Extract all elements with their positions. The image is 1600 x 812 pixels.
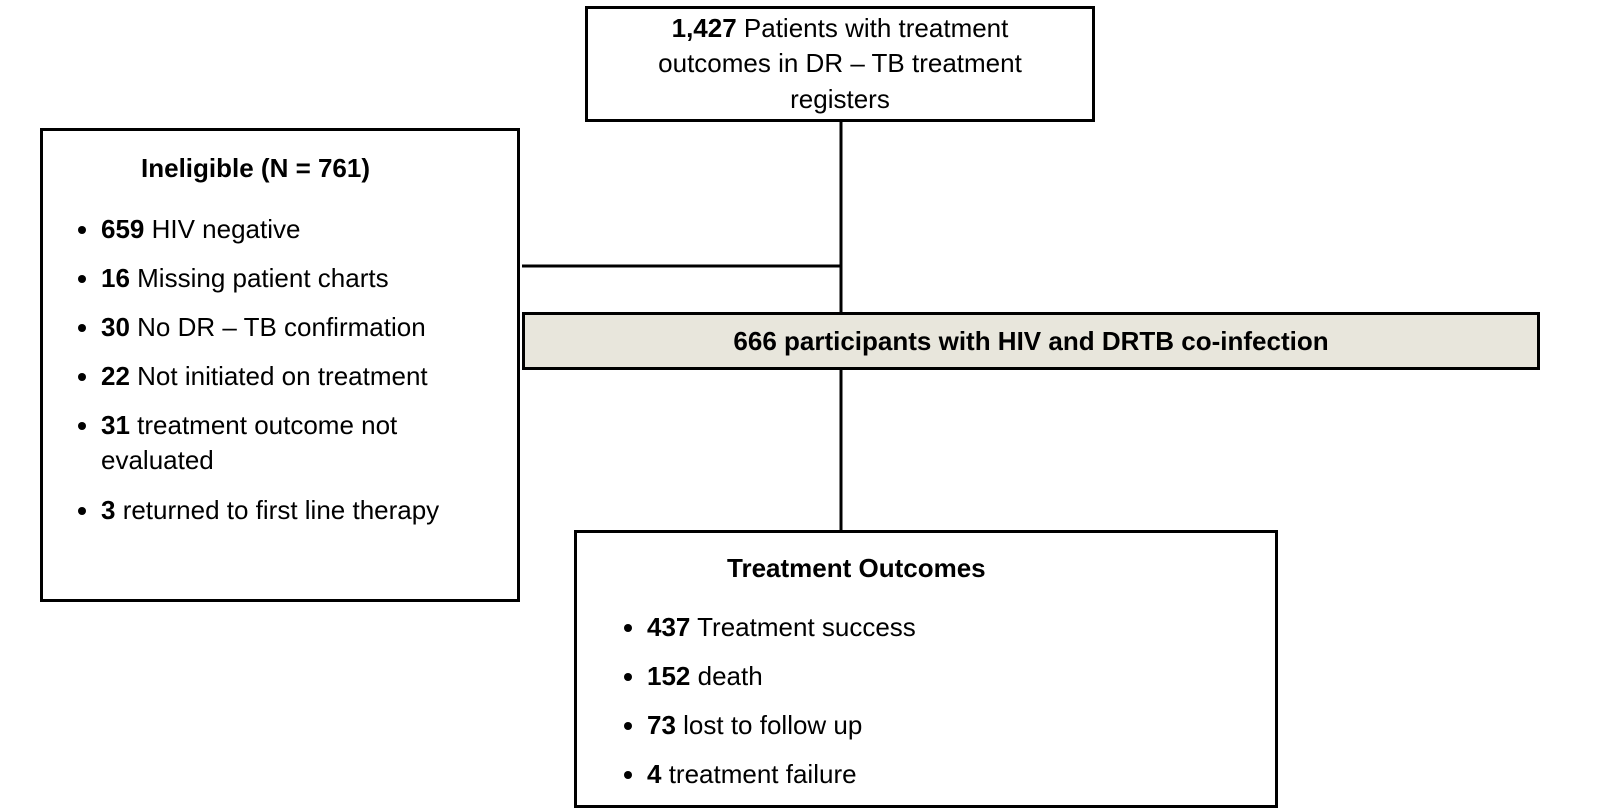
- list-item-count: 31: [101, 410, 130, 440]
- list-item-text: lost to follow up: [676, 710, 862, 740]
- list-item: 73 lost to follow up: [647, 708, 1235, 743]
- list-item: 30 No DR – TB confirmation: [101, 310, 489, 345]
- flowchart-stage: 1,427 Patients with treatment outcomes i…: [0, 0, 1600, 812]
- list-item-text: HIV negative: [144, 214, 300, 244]
- list-item-text: treatment failure: [661, 759, 856, 789]
- list-item-text: No DR – TB confirmation: [130, 312, 426, 342]
- outcomes-list: 437 Treatment success152 death73 lost to…: [617, 610, 1235, 792]
- node-ineligible: Ineligible (N = 761) 659 HIV negative 16 …: [40, 128, 520, 602]
- start-line2: outcomes in DR – TB treatment: [658, 48, 1022, 78]
- list-item-text: treatment outcome not evaluated: [101, 410, 397, 475]
- start-line3: registers: [790, 84, 890, 114]
- start-count: 1,427: [672, 13, 737, 43]
- list-item-text: Missing patient charts: [130, 263, 389, 293]
- list-item: 22 Not initiated on treatment: [101, 359, 489, 394]
- list-item: 152 death: [647, 659, 1235, 694]
- list-item: 659 HIV negative: [101, 212, 489, 247]
- list-item: 3 returned to first line therapy: [101, 493, 489, 528]
- list-item-count: 73: [647, 710, 676, 740]
- list-item-count: 30: [101, 312, 130, 342]
- list-item-count: 16: [101, 263, 130, 293]
- list-item-count: 22: [101, 361, 130, 391]
- node-outcomes: Treatment Outcomes 437 Treatment success…: [574, 530, 1278, 808]
- ineligible-list: 659 HIV negative 16 Missing patient chart…: [71, 212, 489, 528]
- list-item-text: Not initiated on treatment: [130, 361, 428, 391]
- list-item: 437 Treatment success: [647, 610, 1235, 645]
- coinfection-text: 666 participants with HIV and DRTB co-in…: [733, 326, 1328, 357]
- list-item-count: 4: [647, 759, 661, 789]
- node-start-text: 1,427 Patients with treatment outcomes i…: [658, 11, 1022, 116]
- list-item-text: death: [690, 661, 762, 691]
- start-line1-rest: Patients with treatment: [737, 13, 1009, 43]
- ineligible-title: Ineligible (N = 761): [141, 153, 489, 184]
- list-item: 31 treatment outcome not evaluated: [101, 408, 489, 478]
- node-coinfection: 666 participants with HIV and DRTB co-in…: [522, 312, 1540, 370]
- list-item: 4 treatment failure: [647, 757, 1235, 792]
- list-item-text: Treatment success: [690, 612, 915, 642]
- list-item-count: 437: [647, 612, 690, 642]
- node-start: 1,427 Patients with treatment outcomes i…: [585, 6, 1095, 122]
- list-item: 16 Missing patient charts: [101, 261, 489, 296]
- list-item-text: returned to first line therapy: [115, 495, 439, 525]
- list-item-count: 3: [101, 495, 115, 525]
- list-item-count: 659: [101, 214, 144, 244]
- outcomes-title: Treatment Outcomes: [727, 553, 1235, 584]
- list-item-count: 152: [647, 661, 690, 691]
